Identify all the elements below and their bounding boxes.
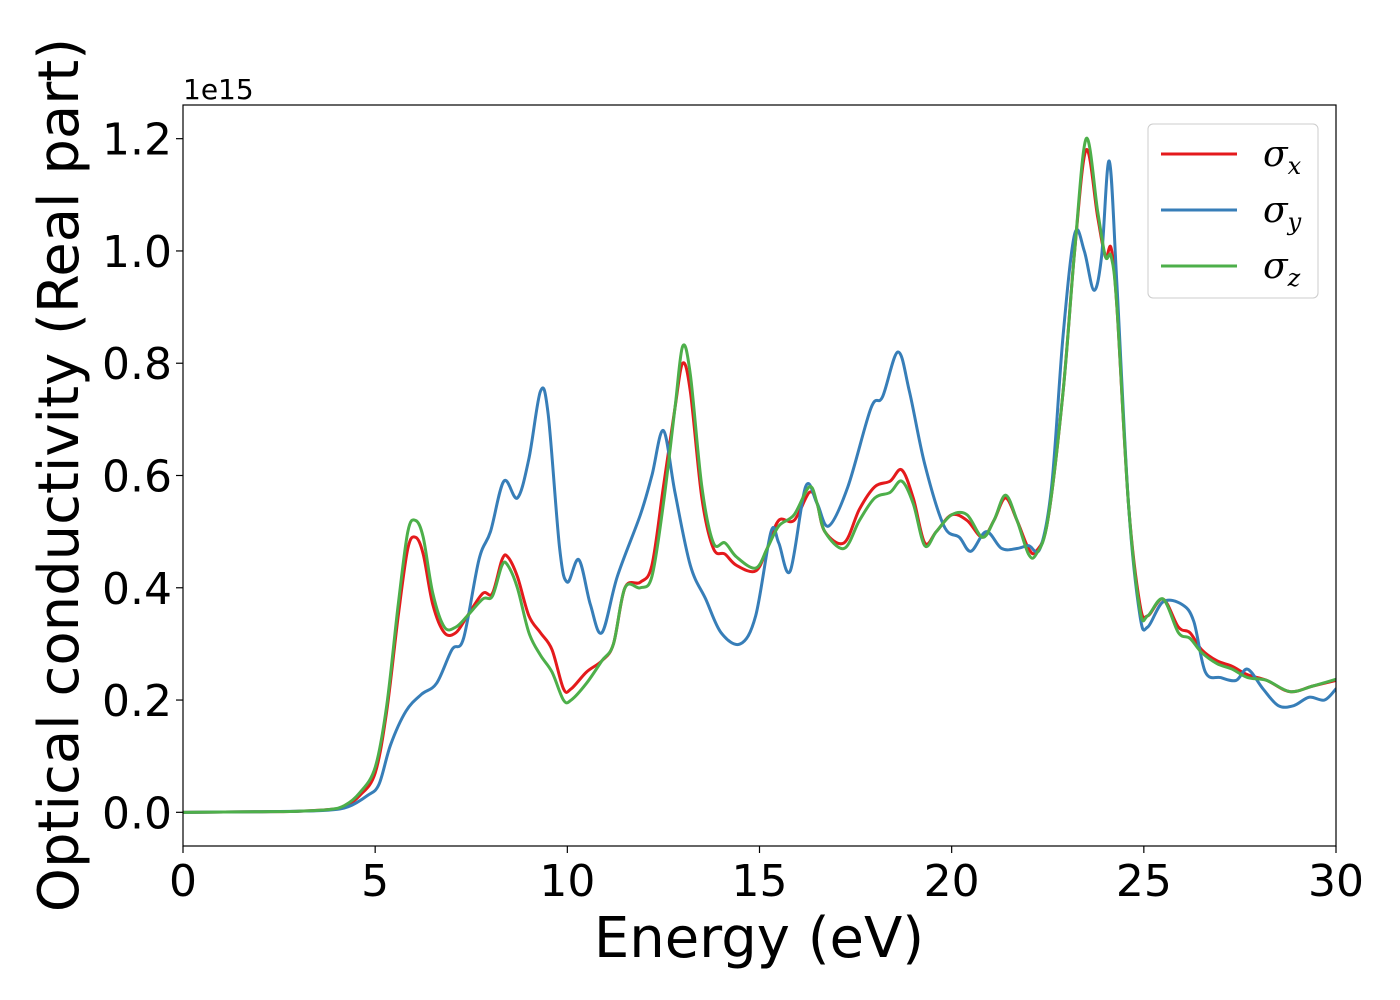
x-tick-label: 10 [539, 856, 595, 907]
x-axis-ticks: 0 5 10 15 20 25 30 [169, 846, 1364, 907]
series-curves [183, 137, 1336, 814]
y-tick-label: 0.6 [102, 452, 172, 503]
series-line-z [183, 137, 1336, 814]
x-tick-label: 30 [1308, 856, 1364, 907]
y-tick-label: 0.8 [102, 339, 172, 390]
y-axis-label: Optical conductivity (Real part) [27, 38, 92, 912]
legend-label-x: σx [1263, 134, 1302, 180]
x-tick-label: 20 [924, 856, 980, 907]
x-tick-label: 0 [169, 856, 197, 907]
x-tick-label: 5 [361, 856, 389, 907]
legend: σx σy σz [1147, 123, 1319, 299]
y-tick-label: 0.0 [102, 788, 172, 839]
y-axis-ticks: 0.0 0.2 0.4 0.6 0.8 1.0 1.2 [102, 115, 183, 839]
legend-label-y: σy [1263, 190, 1302, 236]
y-tick-label: 1.0 [102, 227, 172, 278]
y-tick-label: 0.2 [102, 676, 172, 727]
y-tick-label: 1.2 [102, 115, 172, 166]
legend-label-z: σz [1263, 246, 1301, 292]
y-offset-label: 1e15 [183, 73, 254, 106]
series-line-y [183, 159, 1336, 814]
x-axis-label: Energy (eV) [594, 906, 924, 971]
x-tick-label: 15 [732, 856, 788, 907]
y-tick-label: 0.4 [102, 564, 172, 615]
x-tick-label: 25 [1116, 856, 1172, 907]
